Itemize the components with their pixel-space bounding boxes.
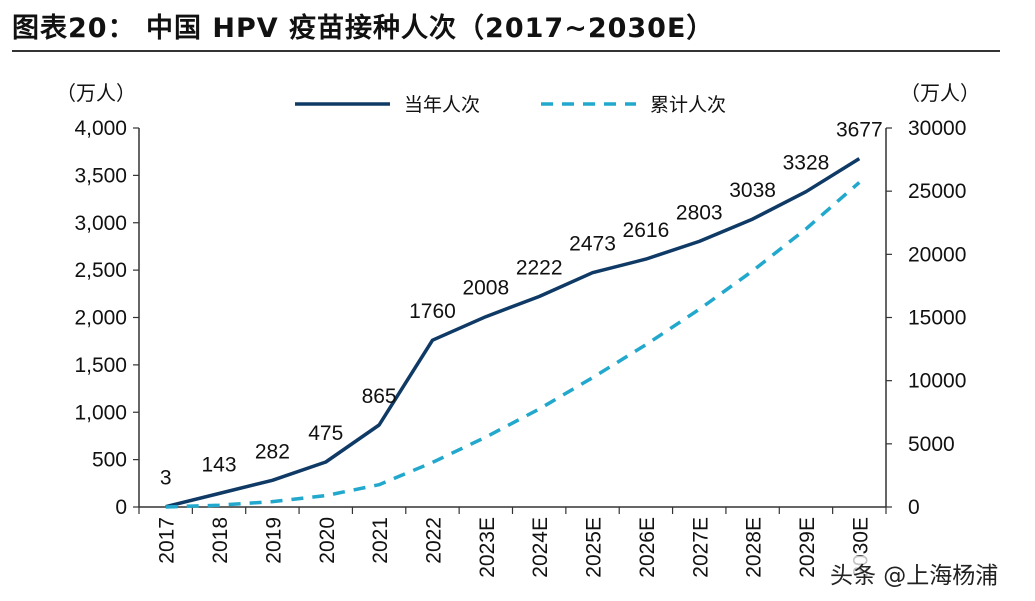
x-tick-label: 2026E bbox=[636, 517, 659, 578]
right-tick-label: 5000 bbox=[908, 433, 955, 456]
right-tick-label: 0 bbox=[908, 496, 920, 519]
data-label: 3038 bbox=[729, 179, 776, 202]
x-tick-label: 2021 bbox=[369, 517, 392, 564]
data-label: 2616 bbox=[623, 219, 670, 242]
x-tick-label: 2019 bbox=[262, 517, 285, 564]
x-tick-label: 2018 bbox=[209, 517, 232, 564]
x-tick-label: 2025E bbox=[583, 517, 606, 578]
right-tick-label: 25000 bbox=[908, 180, 966, 203]
x-tick-label: 2017 bbox=[156, 517, 179, 564]
x-tick-label: 2028E bbox=[743, 517, 766, 578]
left-tick-label: 3,500 bbox=[74, 164, 127, 187]
data-label: 3328 bbox=[783, 152, 830, 175]
chart-data-labels: 3 143 282 475 865 1760 2008 2222 2473 2616 2803 303… bbox=[160, 119, 883, 490]
legend-label: 当年人次 bbox=[404, 94, 480, 116]
data-label: 282 bbox=[255, 440, 290, 463]
left-tick-label: 3,000 bbox=[74, 212, 127, 235]
left-tick-label: 2,500 bbox=[74, 259, 127, 282]
figure-title: 图表20： 中国 HPV 疫苗接种人次（2017~2030E） bbox=[12, 13, 715, 44]
left-axis-unit: （万人） bbox=[56, 81, 136, 105]
x-tick-label: 2020 bbox=[316, 517, 339, 564]
left-tick-label: 1,500 bbox=[74, 354, 127, 377]
right-tick-label: 30000 bbox=[908, 117, 966, 140]
x-tick-label: 2022 bbox=[422, 517, 445, 564]
data-label: 475 bbox=[308, 422, 343, 445]
data-label: 2222 bbox=[516, 256, 563, 279]
chart-series bbox=[165, 157, 861, 509]
data-label: 2803 bbox=[676, 201, 723, 224]
x-tick-label: 2027E bbox=[689, 517, 712, 578]
figure-header: 图表20： 中国 HPV 疫苗接种人次（2017~2030E） bbox=[12, 6, 714, 46]
right-axis-unit: （万人） bbox=[900, 81, 980, 105]
left-tick-label: 500 bbox=[92, 449, 127, 472]
left-tick-label: 2,000 bbox=[74, 307, 127, 330]
data-label: 3 bbox=[160, 467, 172, 490]
left-tick-label: 4,000 bbox=[74, 117, 127, 140]
annual-series-line bbox=[165, 157, 861, 509]
x-tick-label: 2024E bbox=[529, 517, 552, 578]
right-tick-label: 20000 bbox=[908, 243, 966, 266]
right-tick-label: 15000 bbox=[908, 307, 966, 330]
data-label: 865 bbox=[362, 385, 397, 408]
data-label: 2473 bbox=[569, 233, 616, 256]
data-label: 143 bbox=[202, 453, 237, 476]
left-tick-label: 1,000 bbox=[74, 401, 127, 424]
x-tick-label: 2023E bbox=[476, 517, 499, 578]
data-label: 1760 bbox=[409, 300, 456, 323]
right-tick-label: 10000 bbox=[908, 370, 966, 393]
data-label: 3677 bbox=[836, 119, 883, 142]
left-tick-label: 0 bbox=[115, 496, 127, 519]
header-divider bbox=[12, 50, 1000, 52]
legend-label: 累计人次 bbox=[650, 94, 726, 116]
chart-legend: 当年人次 累计人次 bbox=[295, 94, 726, 116]
chart-axes: 0 500 1,000 1,500 2,000 2,500 3,000 3,500 4,000 0… bbox=[56, 81, 980, 578]
data-label: 2008 bbox=[462, 277, 509, 300]
watermark: 头条 @上海杨浦 bbox=[826, 556, 1003, 590]
cumulative-series-line bbox=[165, 181, 861, 509]
x-tick-label: 2029E bbox=[796, 517, 819, 578]
